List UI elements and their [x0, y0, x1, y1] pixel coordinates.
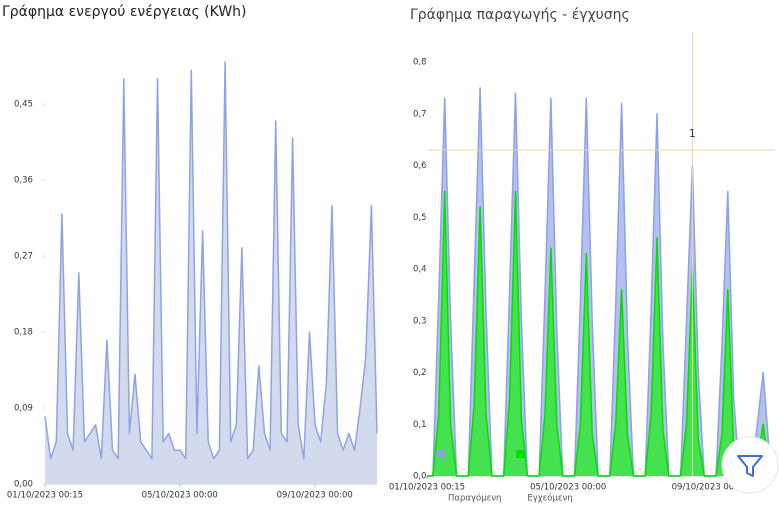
- y-tick-label: 0,27: [14, 252, 33, 262]
- x-tick-label: 05/10/2023 00:00: [530, 483, 606, 493]
- x-tick-label: 01/10/2023 00:15: [7, 491, 83, 501]
- y-tick-label: 0,00: [14, 480, 33, 490]
- y-tick-label: 0,18: [14, 328, 33, 338]
- y-tick-label: 0,8: [413, 58, 427, 68]
- filter-icon[interactable]: [737, 455, 763, 477]
- chart-title: Γράφημα παραγωγής - έγχυσης: [410, 7, 630, 23]
- legend-label: Εγχεόμενη: [527, 493, 572, 504]
- y-tick-label: 0,36: [14, 176, 33, 186]
- y-tick-label: 0,09: [14, 404, 33, 414]
- y-tick-label: 0,2: [413, 368, 427, 378]
- y-tick-label: 0,4: [413, 265, 427, 275]
- y-tick-label: 0,7: [413, 109, 427, 119]
- series-line: [427, 190, 776, 477]
- y-tick-label: 0,5: [413, 213, 427, 223]
- x-tick-label: 05/10/2023 00:00: [142, 491, 218, 501]
- filter-button-bg[interactable]: [721, 436, 779, 494]
- x-tick-label: 09/10/2023 00:00: [672, 483, 748, 493]
- legend-swatch: [516, 450, 525, 458]
- x-tick-label: 01/10/2023 00:15: [389, 483, 465, 493]
- y-tick-label: 0,6: [413, 161, 427, 171]
- y-tick-label: 0,3: [413, 316, 427, 326]
- legend-swatch: [437, 450, 445, 458]
- filter-button[interactable]: [721, 436, 779, 494]
- series-line: [44, 61, 378, 460]
- y-tick-label: 0,0: [413, 472, 427, 482]
- x-tick-label: 09/10/2023 00:00: [277, 491, 353, 501]
- y-tick-label: 0,45: [14, 100, 33, 110]
- legend-label: Παραγόμενη: [448, 493, 501, 504]
- chart-title: Γράφημα ενεργού ενέργειας (KWh): [2, 4, 247, 20]
- y-tick-label: 0,1: [413, 420, 427, 430]
- annotation-label: 1: [689, 127, 696, 140]
- area-fill: [45, 62, 377, 484]
